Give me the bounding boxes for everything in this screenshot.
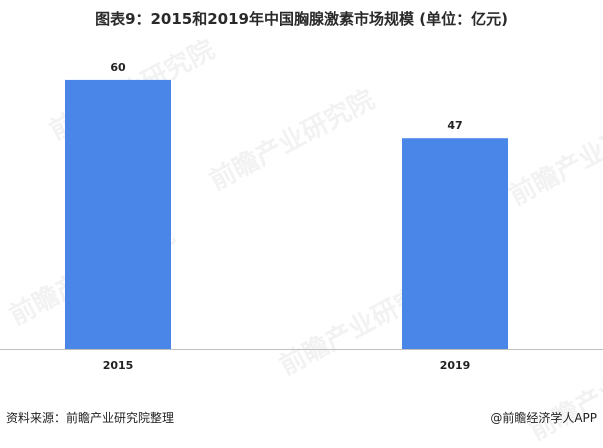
data-label-2019: 47	[447, 119, 462, 132]
bar-chart: 60 2015 47 2019	[0, 61, 603, 372]
bar-2019	[402, 138, 508, 349]
source-note: 资料来源：前瞻产业研究院整理	[6, 411, 175, 425]
chart-title: 图表9：2015和2019年中国胸腺激素市场规模 (单位：亿元)	[95, 10, 508, 28]
credit-note: @前瞻经济学人APP	[490, 411, 597, 425]
data-label-2015: 60	[110, 61, 126, 74]
bar-2015	[65, 79, 171, 349]
x-tick-label-2015: 2015	[103, 359, 134, 372]
x-tick-label-2019: 2019	[440, 359, 471, 372]
